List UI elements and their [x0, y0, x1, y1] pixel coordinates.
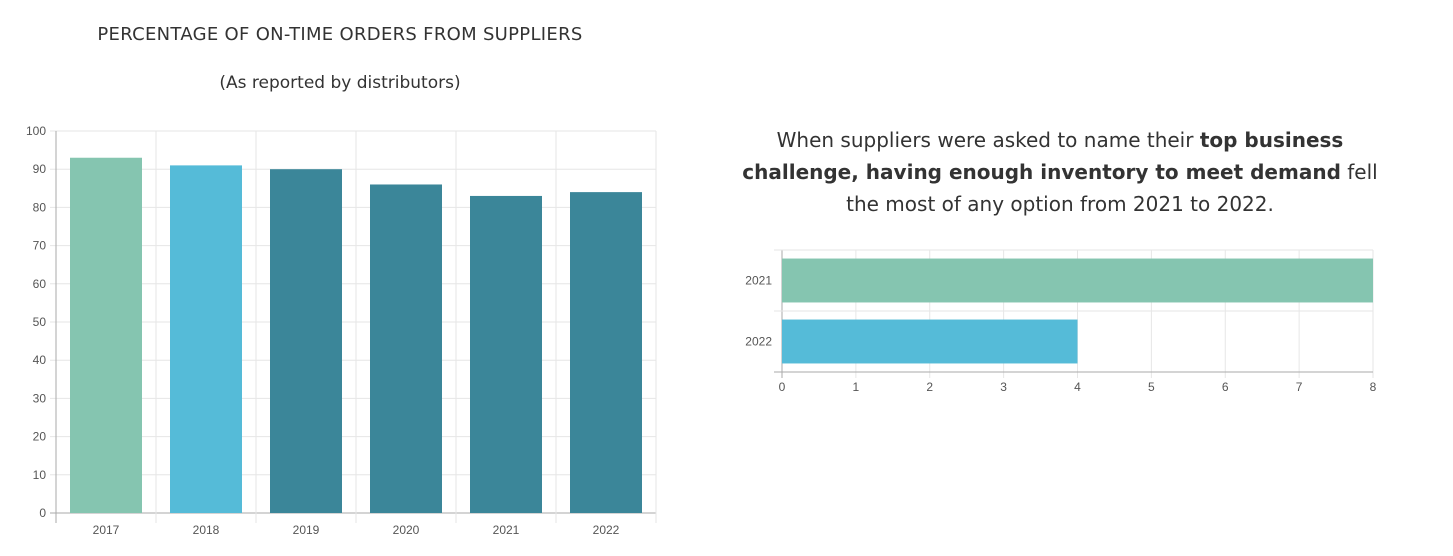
- x-tick-label: 2022: [593, 523, 620, 537]
- y-tick-label: 90: [33, 162, 47, 176]
- bar-2021: [782, 258, 1373, 303]
- x-tick-label: 0: [779, 380, 786, 394]
- x-tick-label: 1: [853, 380, 860, 394]
- chart-subtitle: (As reported by distributors): [219, 73, 461, 93]
- bar-2019: [270, 169, 342, 513]
- bar-2022: [570, 192, 642, 513]
- y-tick-label: 60: [33, 277, 47, 291]
- x-tick-label: 7: [1296, 380, 1303, 394]
- x-tick-label: 8: [1370, 380, 1377, 394]
- x-tick-label: 5: [1148, 380, 1155, 394]
- x-tick-label: 2: [926, 380, 933, 394]
- x-tick-label: 2017: [93, 523, 120, 537]
- y-tick-label: 70: [33, 239, 47, 253]
- survey-note: When suppliers were asked to name their …: [730, 124, 1390, 220]
- note-text-bold: top business challenge, having enough in…: [742, 128, 1344, 184]
- y-tick-label: 30: [33, 391, 47, 405]
- chart-title: PERCENTAGE OF ON-TIME ORDERS FROM SUPPLI…: [97, 24, 583, 45]
- y-tick-label: 2022: [745, 335, 772, 349]
- bar-2018: [170, 165, 242, 513]
- y-tick-label: 10: [33, 468, 47, 482]
- y-tick-label: 0: [39, 506, 46, 520]
- y-tick-label: 20: [33, 430, 47, 444]
- bar-2021: [470, 195, 542, 513]
- y-tick-label: 100: [26, 124, 46, 138]
- y-tick-label: 40: [33, 353, 47, 367]
- y-tick-label: 50: [33, 315, 47, 329]
- y-tick-label: 80: [33, 200, 47, 214]
- bar-2020: [370, 184, 442, 514]
- note-text-before: When suppliers were asked to name their: [776, 128, 1200, 152]
- x-tick-label: 4: [1074, 380, 1081, 394]
- y-tick-label: 2021: [745, 274, 772, 288]
- x-tick-label: 2020: [393, 523, 420, 537]
- x-tick-label: 3: [1000, 380, 1007, 394]
- x-tick-label: 6: [1222, 380, 1229, 394]
- on-time-orders-bar-chart: 0 10 20 30 40 50 60 70 80 90 100 2017 2018 2019 2020 20…: [26, 124, 657, 537]
- bar-2017: [70, 157, 142, 514]
- bar-2022: [782, 319, 1078, 364]
- x-tick-label: 2019: [293, 523, 320, 537]
- note-text-after: fell the most of any option from 2021 to…: [846, 160, 1378, 216]
- x-tick-label: 2021: [493, 523, 520, 537]
- x-tick-label: 2018: [193, 523, 220, 537]
